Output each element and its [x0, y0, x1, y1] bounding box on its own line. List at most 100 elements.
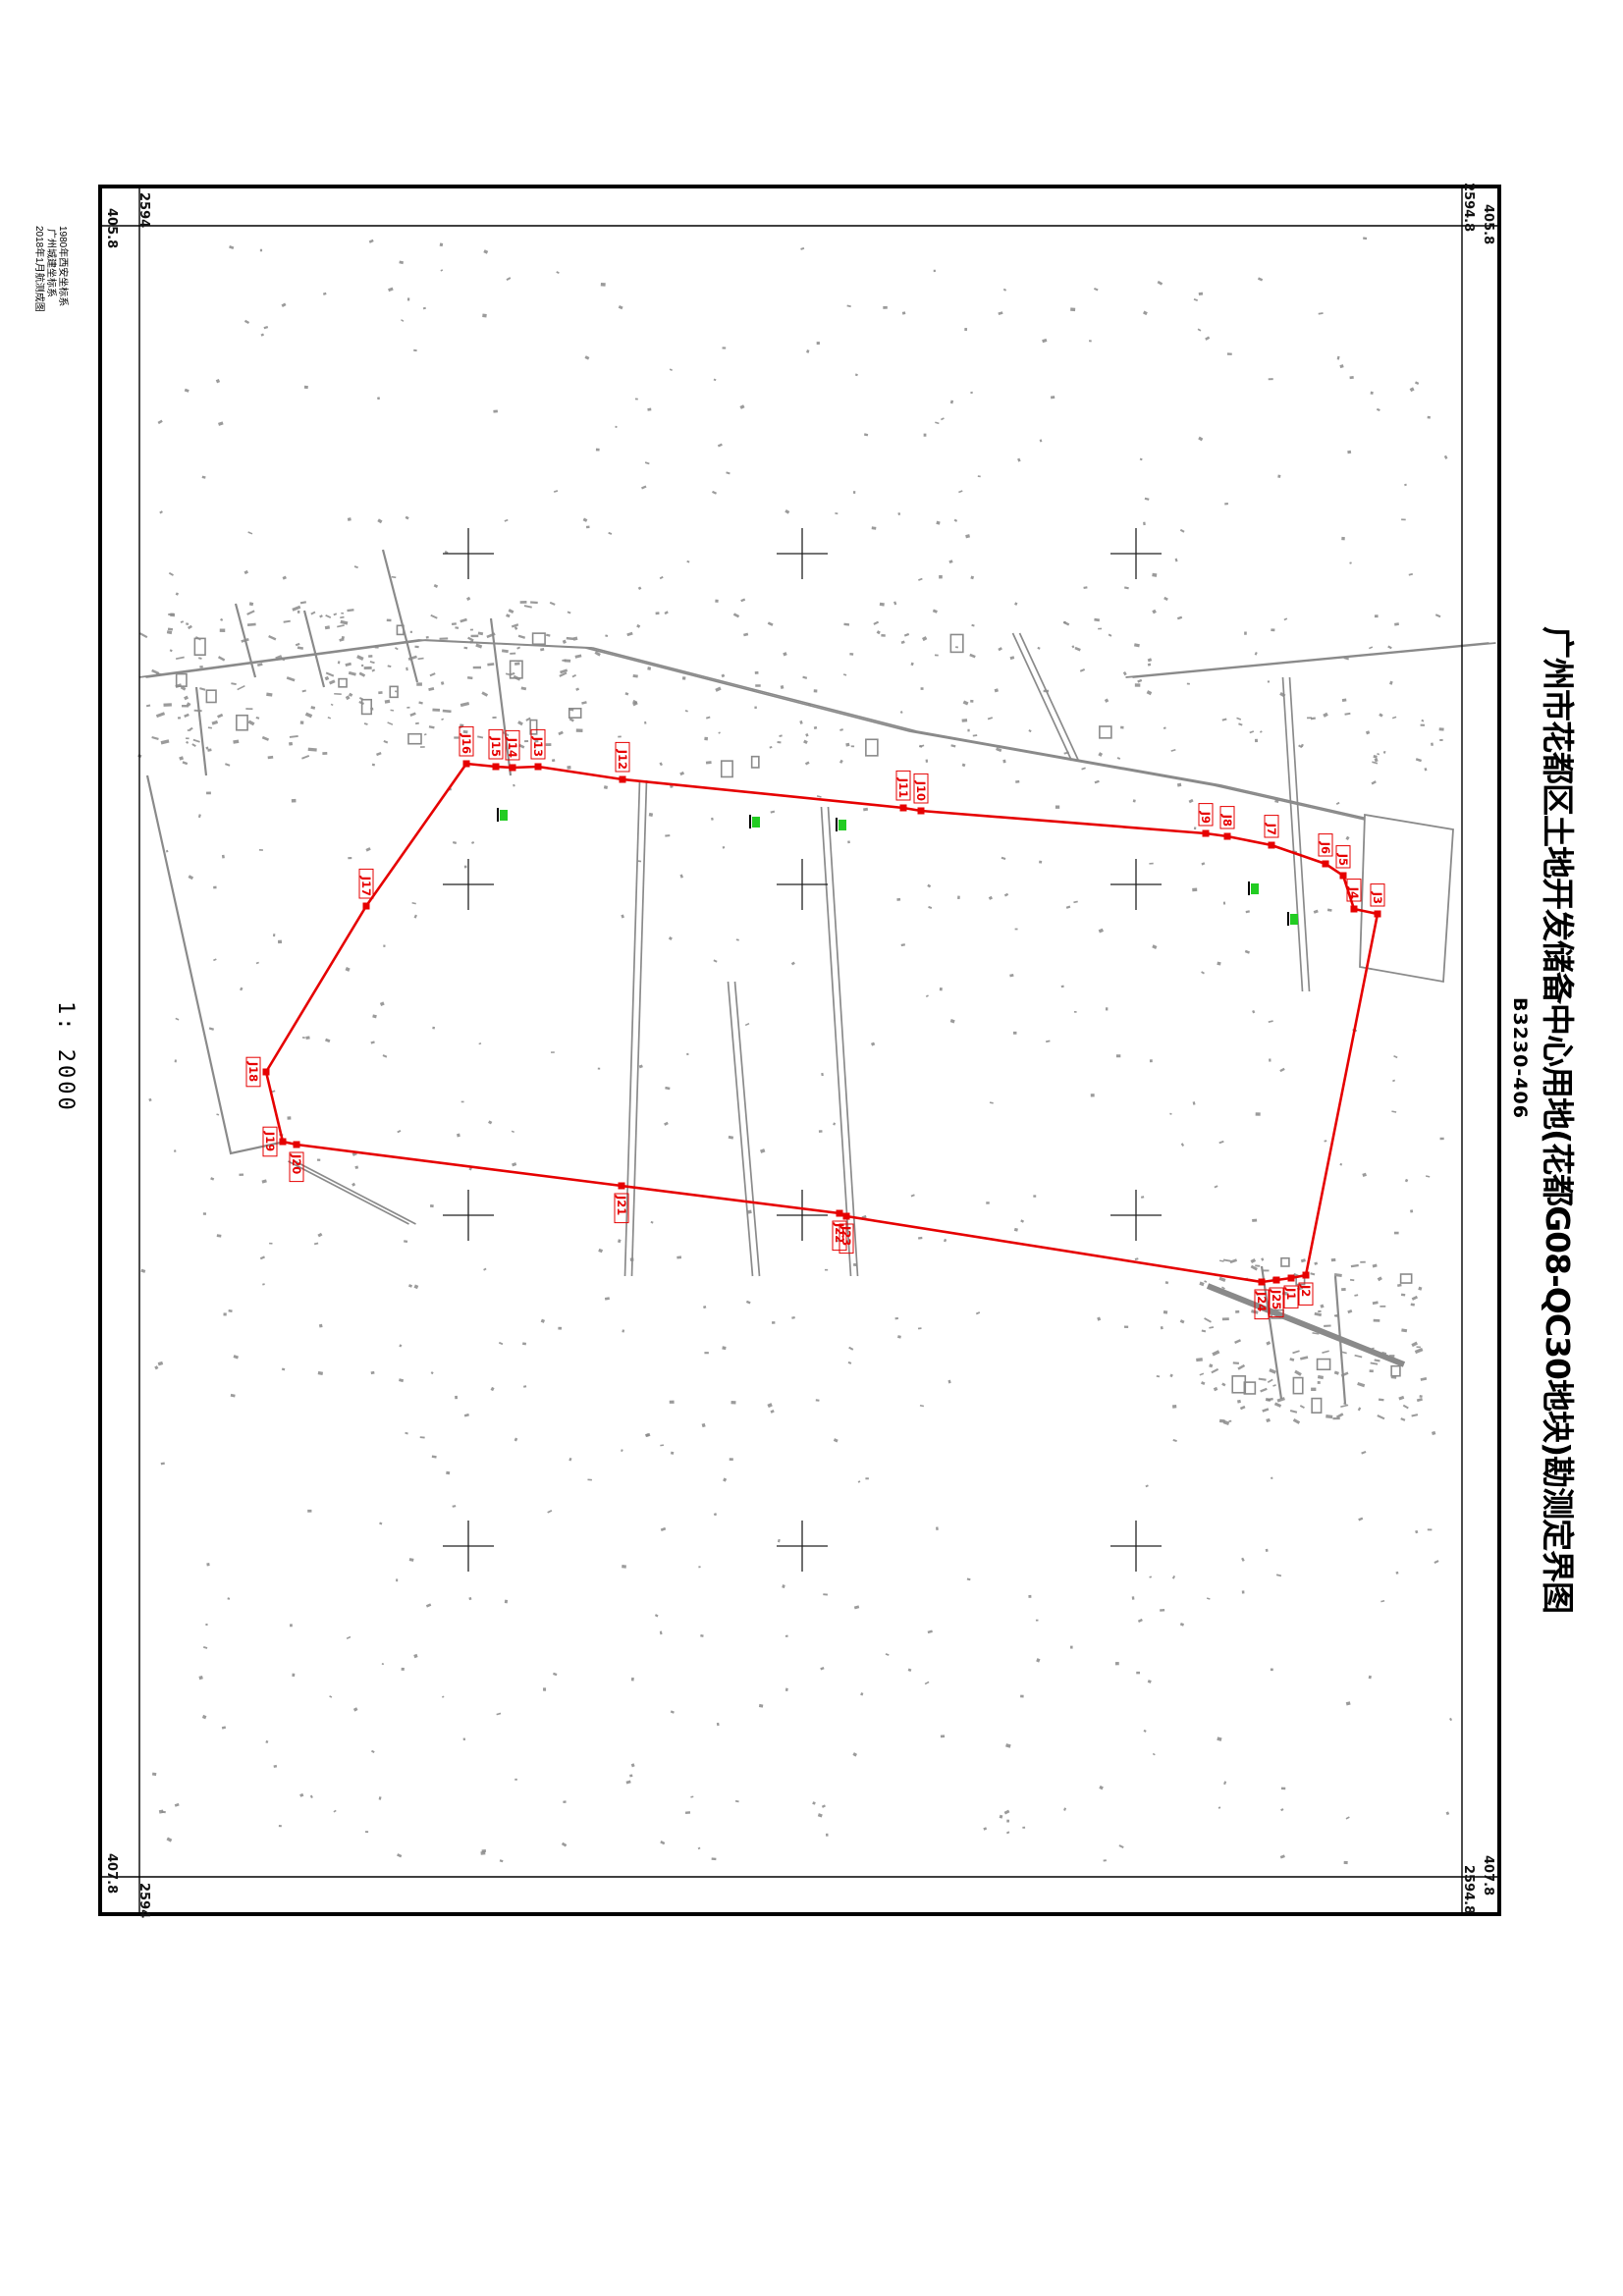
vegetation-speck	[376, 397, 381, 400]
vegetation-speck	[1267, 1378, 1273, 1383]
vegetation-speck	[163, 703, 172, 707]
vegetation-speck	[558, 730, 564, 736]
vegetation-speck	[188, 624, 192, 630]
vegetation-speck	[157, 419, 163, 425]
vegetation-speck	[863, 807, 869, 812]
vegetation-speck	[322, 751, 328, 756]
vegetation-speck	[514, 626, 518, 630]
vegetation-speck	[664, 1121, 669, 1126]
vegetation-speck	[501, 649, 509, 654]
vegetation-speck	[1398, 1395, 1405, 1401]
vegetation-speck	[647, 407, 652, 411]
vegetation-speck	[1267, 1397, 1273, 1402]
vegetation-speck	[769, 745, 773, 749]
vegetation-speck	[441, 718, 445, 721]
vegetation-speck	[1416, 1346, 1421, 1349]
vegetation-speck	[1094, 779, 1100, 784]
vegetation-speck	[962, 700, 969, 706]
vegetation-speck	[1335, 801, 1340, 805]
vegetation-speck	[498, 1341, 504, 1346]
vegetation-speck	[292, 1673, 296, 1678]
boundary-label-box	[1198, 803, 1214, 827]
vegetation-speck	[148, 1097, 152, 1102]
vegetation-speck	[247, 531, 253, 535]
vegetation-speck	[188, 875, 194, 881]
vegetation-speck	[894, 1316, 898, 1320]
vegetation-speck	[1380, 1599, 1385, 1603]
vegetation-speck	[514, 1437, 518, 1442]
vegetation-speck	[654, 1614, 659, 1618]
vegetation-speck	[848, 1346, 854, 1351]
vegetation-speck	[854, 373, 858, 377]
vegetation-speck	[406, 667, 408, 671]
vegetation-speck	[1409, 387, 1415, 393]
vegetation-speck	[463, 865, 467, 869]
vegetation-speck	[1108, 633, 1112, 637]
vegetation-speck	[1098, 627, 1103, 630]
vegetation-speck	[1326, 908, 1332, 912]
vegetation-speck	[452, 840, 458, 844]
vegetation-speck	[377, 518, 383, 524]
vegetation-speck	[390, 709, 395, 712]
vegetation-speck	[563, 1800, 567, 1803]
vegetation-speck	[1299, 1405, 1305, 1410]
vegetation-speck	[1163, 596, 1168, 601]
vegetation-speck	[1003, 892, 1009, 897]
vegetation-speck	[1354, 1294, 1359, 1297]
vegetation-speck	[174, 1802, 180, 1807]
vegetation-speck	[281, 302, 287, 307]
vegetation-speck	[1400, 1417, 1406, 1421]
vegetation-speck	[1229, 1258, 1238, 1264]
vegetation-speck	[1318, 312, 1324, 315]
vegetation-speck	[850, 745, 855, 748]
vegetation-speck	[818, 1130, 823, 1133]
vegetation-speck	[1060, 985, 1064, 988]
vegetation-speck	[1443, 454, 1448, 459]
vegetation-speck	[998, 311, 1003, 316]
vegetation-speck	[1239, 1405, 1246, 1411]
boundary-label-box	[614, 1193, 629, 1224]
vegetation-speck	[325, 671, 335, 677]
vegetation-speck	[883, 305, 888, 309]
vegetation-speck	[219, 628, 226, 632]
vegetation-speck	[1201, 862, 1206, 866]
vegetation-speck	[1292, 1418, 1301, 1424]
vegetation-speck	[1079, 668, 1086, 672]
building-outline	[360, 698, 373, 716]
vegetation-speck	[379, 1001, 385, 1006]
vegetation-speck	[1318, 1309, 1322, 1313]
vegetation-speck	[481, 691, 489, 697]
vegetation-speck	[1357, 1381, 1366, 1388]
vegetation-speck	[545, 633, 551, 637]
vegetation-speck	[462, 729, 468, 734]
boundary-label-box	[505, 729, 520, 761]
vegetation-speck	[272, 934, 276, 937]
vegetation-speck	[325, 614, 332, 619]
vegetation-speck	[409, 712, 416, 717]
vegetation-speck	[1245, 910, 1250, 914]
vegetation-speck	[1193, 827, 1197, 830]
vegetation-speck	[246, 610, 255, 615]
vegetation-speck	[816, 342, 820, 346]
vegetation-speck	[899, 711, 903, 715]
vegetation-speck	[1408, 572, 1414, 576]
vegetation-speck	[1133, 643, 1140, 648]
boundary-point-marker	[836, 1209, 843, 1217]
road	[302, 610, 326, 688]
vegetation-speck	[621, 914, 624, 919]
vegetation-speck	[732, 613, 740, 618]
vegetation-speck	[1097, 1316, 1102, 1321]
vegetation-speck	[1221, 1286, 1225, 1290]
boundary-label-box	[615, 741, 630, 773]
vegetation-speck	[233, 739, 240, 744]
vegetation-speck	[247, 720, 255, 726]
building-outline	[407, 732, 422, 745]
vegetation-speck	[186, 702, 191, 707]
vegetation-speck	[805, 732, 809, 737]
vegetation-speck	[1037, 646, 1041, 650]
vegetation-speck	[518, 743, 525, 749]
vegetation-speck	[1370, 1362, 1379, 1365]
road-edge	[630, 779, 648, 1277]
boundary-label-box	[530, 728, 546, 760]
vegetation-speck	[1371, 780, 1377, 785]
